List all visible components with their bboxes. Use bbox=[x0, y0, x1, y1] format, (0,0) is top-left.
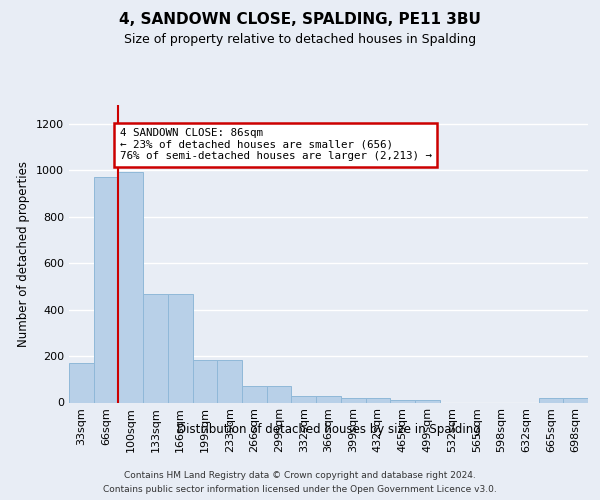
Bar bbox=[143, 294, 168, 403]
Text: 4, SANDOWN CLOSE, SPALDING, PE11 3BU: 4, SANDOWN CLOSE, SPALDING, PE11 3BU bbox=[119, 12, 481, 28]
Text: Contains HM Land Registry data © Crown copyright and database right 2024.: Contains HM Land Registry data © Crown c… bbox=[124, 471, 476, 480]
Bar bbox=[365, 398, 390, 402]
Bar bbox=[217, 360, 242, 403]
Bar bbox=[168, 294, 193, 403]
Bar bbox=[563, 398, 588, 402]
Y-axis label: Number of detached properties: Number of detached properties bbox=[17, 161, 31, 347]
Bar bbox=[539, 398, 563, 402]
Bar bbox=[118, 172, 143, 402]
Bar bbox=[415, 400, 440, 402]
Bar bbox=[242, 386, 267, 402]
Bar bbox=[193, 360, 217, 403]
Text: Distribution of detached houses by size in Spalding: Distribution of detached houses by size … bbox=[177, 422, 481, 436]
Text: Size of property relative to detached houses in Spalding: Size of property relative to detached ho… bbox=[124, 32, 476, 46]
Bar bbox=[316, 396, 341, 402]
Bar bbox=[69, 363, 94, 403]
Bar bbox=[390, 400, 415, 402]
Bar bbox=[292, 396, 316, 402]
Bar bbox=[267, 386, 292, 402]
Text: Contains public sector information licensed under the Open Government Licence v3: Contains public sector information licen… bbox=[103, 485, 497, 494]
Bar bbox=[341, 398, 365, 402]
Text: 4 SANDOWN CLOSE: 86sqm
← 23% of detached houses are smaller (656)
76% of semi-de: 4 SANDOWN CLOSE: 86sqm ← 23% of detached… bbox=[119, 128, 431, 162]
Bar bbox=[94, 177, 118, 402]
